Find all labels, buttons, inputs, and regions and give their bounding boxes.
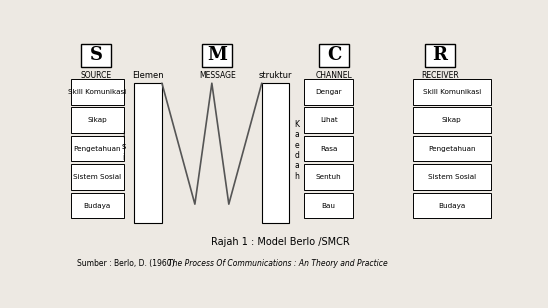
Text: Pengetahuan: Pengetahuan <box>73 146 121 152</box>
Text: Skill Komunikasi: Skill Komunikasi <box>68 89 126 95</box>
Text: Budaya: Budaya <box>83 203 111 209</box>
FancyBboxPatch shape <box>413 79 491 104</box>
FancyBboxPatch shape <box>304 136 353 161</box>
FancyBboxPatch shape <box>134 83 162 223</box>
Text: CHANNEL: CHANNEL <box>316 71 352 80</box>
Text: Bau: Bau <box>322 203 335 209</box>
FancyBboxPatch shape <box>304 79 353 104</box>
Text: Elemen: Elemen <box>132 71 164 80</box>
FancyBboxPatch shape <box>71 193 124 218</box>
FancyBboxPatch shape <box>318 44 349 67</box>
Text: struktur: struktur <box>259 71 292 80</box>
Text: Sentuh: Sentuh <box>316 174 341 180</box>
Text: Sumber : Berlo, D. (1960): Sumber : Berlo, D. (1960) <box>77 259 177 268</box>
Text: Pengetahuan: Pengetahuan <box>428 146 476 152</box>
Text: SOURCE: SOURCE <box>81 71 112 80</box>
Text: The Process Of Communications : An Theory and Practice: The Process Of Communications : An Theor… <box>168 259 388 268</box>
Text: K
a
e
d
a
h: K a e d a h <box>294 120 300 181</box>
FancyBboxPatch shape <box>71 79 124 104</box>
FancyBboxPatch shape <box>81 44 111 67</box>
FancyBboxPatch shape <box>413 193 491 218</box>
Text: R: R <box>432 46 448 64</box>
Text: Rajah 1 : Model Berlo /SMCR: Rajah 1 : Model Berlo /SMCR <box>212 237 350 247</box>
Text: Sistem Sosial: Sistem Sosial <box>73 174 121 180</box>
FancyBboxPatch shape <box>304 164 353 190</box>
Text: Sikap: Sikap <box>442 117 461 123</box>
Text: Sistem Sosial: Sistem Sosial <box>428 174 476 180</box>
Text: RECEIVER: RECEIVER <box>421 71 459 80</box>
Text: MESSAGE: MESSAGE <box>199 71 236 80</box>
FancyBboxPatch shape <box>304 193 353 218</box>
FancyBboxPatch shape <box>413 136 491 161</box>
Text: Budaya: Budaya <box>438 203 465 209</box>
Text: S: S <box>90 46 102 64</box>
Text: C: C <box>327 46 341 64</box>
Text: I
s
i: I s i <box>122 131 126 162</box>
Text: Dengar: Dengar <box>315 89 342 95</box>
FancyBboxPatch shape <box>71 107 124 133</box>
FancyBboxPatch shape <box>425 44 455 67</box>
FancyBboxPatch shape <box>413 107 491 133</box>
FancyBboxPatch shape <box>202 44 232 67</box>
FancyBboxPatch shape <box>304 107 353 133</box>
Text: Rasa: Rasa <box>320 146 338 152</box>
Text: Skill Komunikasi: Skill Komunikasi <box>423 89 481 95</box>
FancyBboxPatch shape <box>71 164 124 190</box>
Text: Lihat: Lihat <box>319 117 338 123</box>
Text: Sikap: Sikap <box>87 117 107 123</box>
Text: M: M <box>207 46 227 64</box>
FancyBboxPatch shape <box>262 83 289 223</box>
FancyBboxPatch shape <box>71 136 124 161</box>
FancyBboxPatch shape <box>413 164 491 190</box>
